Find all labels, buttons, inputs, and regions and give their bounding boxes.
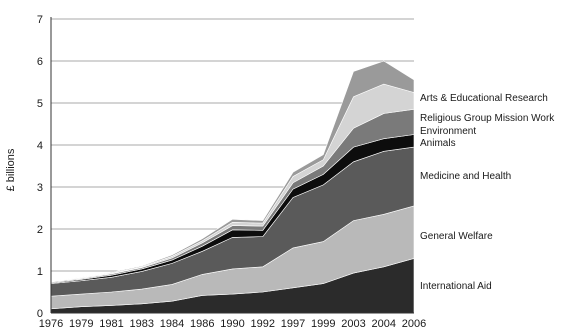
y-tick-2: 2: [37, 224, 43, 236]
x-tick-1981: 1981: [99, 318, 123, 330]
label-animals: Animals: [420, 138, 456, 149]
y-tick-labels: 0 1 2 3 4 5 6 7: [37, 14, 43, 320]
y-tick-3: 3: [37, 182, 43, 194]
x-tick-labels: 1976 1979 1981 1983 1984 1986 1990 1992 1997 1999…: [39, 318, 426, 330]
x-tick-1999: 1999: [311, 318, 335, 330]
x-tick-1990: 1990: [220, 318, 244, 330]
series-labels: International Aid General Welfare Medicine…: [420, 93, 555, 292]
y-axis-label: £ billions: [5, 148, 17, 191]
label-general-welfare: General Welfare: [420, 231, 493, 242]
x-tick-1986: 1986: [190, 318, 214, 330]
x-tick-2006: 2006: [402, 318, 426, 330]
area-series-group: [50, 60, 415, 314]
y-tick-1: 1: [37, 266, 43, 278]
x-tick-1984: 1984: [160, 318, 184, 330]
y-tick-5: 5: [37, 98, 43, 110]
x-tick-1979: 1979: [69, 318, 93, 330]
label-arts-educational-research: Arts & Educational Research: [420, 93, 548, 104]
x-tick-2003: 2003: [341, 318, 365, 330]
axes: [50, 17, 414, 314]
label-religious-group-mission-work: Religious Group Mission Work: [420, 113, 555, 124]
x-tick-1983: 1983: [130, 318, 154, 330]
x-tick-2004: 2004: [372, 318, 396, 330]
area-arts-educational-research: [50, 60, 415, 282]
x-tick-1992: 1992: [251, 318, 275, 330]
y-tick-6: 6: [37, 56, 43, 68]
label-environment: Environment: [420, 126, 476, 137]
y-tick-4: 4: [37, 140, 43, 152]
label-international-aid: International Aid: [420, 281, 492, 292]
label-medicine-and-health: Medicine and Health: [420, 171, 511, 182]
x-tick-1997: 1997: [281, 318, 305, 330]
y-tick-7: 7: [37, 14, 43, 26]
y-tick-0: 0: [37, 308, 43, 320]
x-tick-1976: 1976: [39, 318, 63, 330]
